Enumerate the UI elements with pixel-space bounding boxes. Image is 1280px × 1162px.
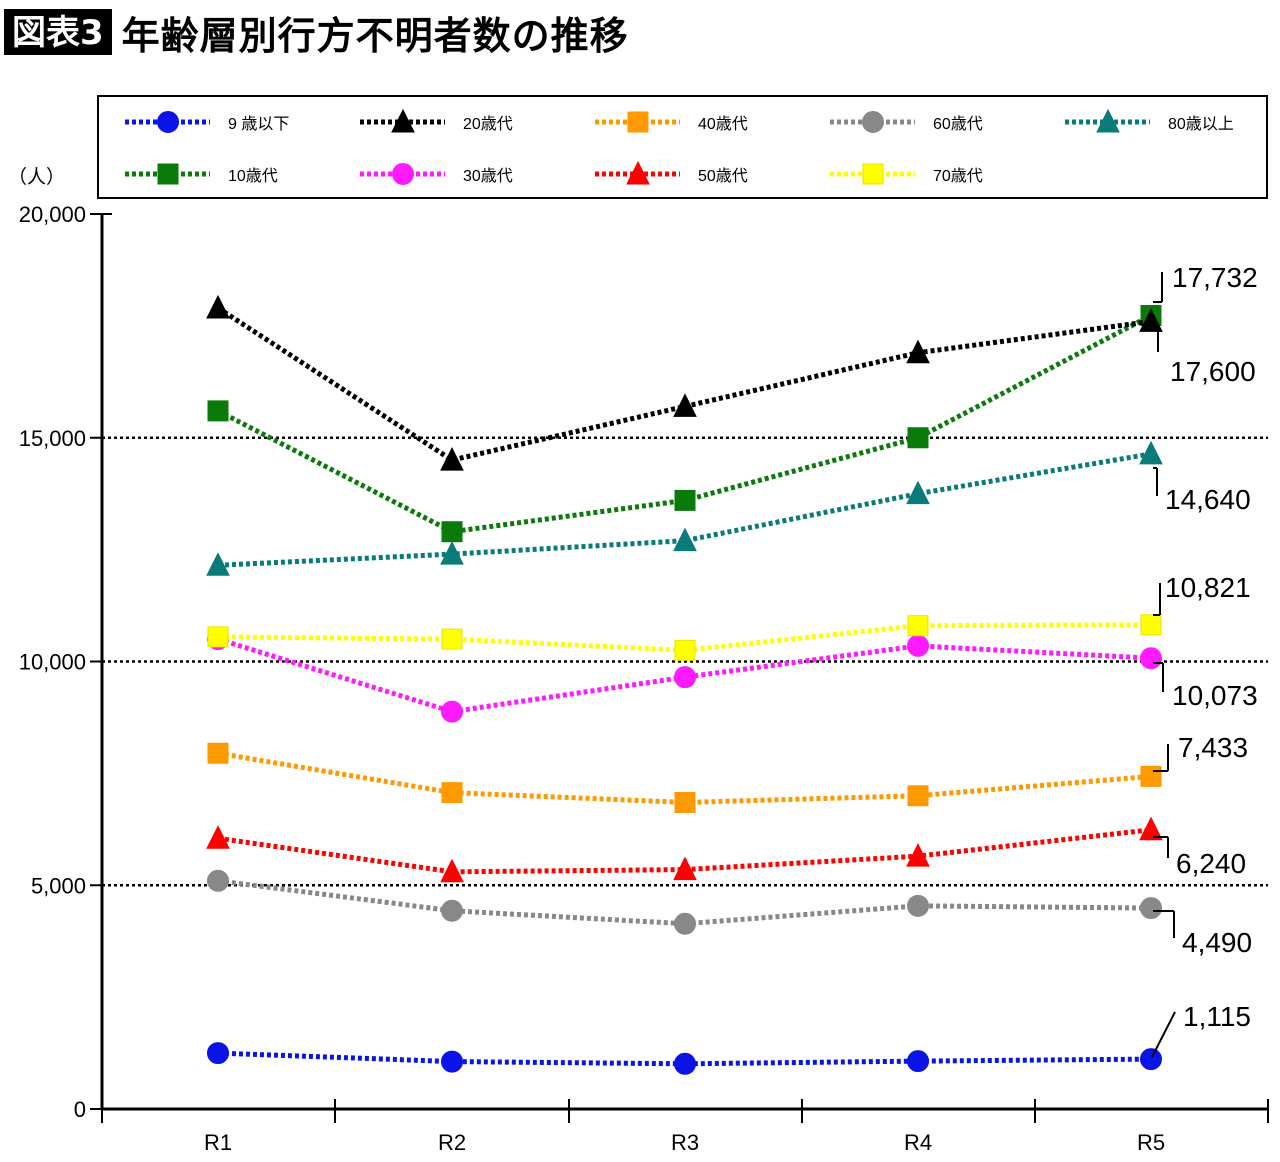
- data-point-70s-R2: [441, 628, 463, 650]
- series-line-30s: [217, 636, 1152, 715]
- data-label-0-9: 1,115: [1183, 1001, 1251, 1032]
- data-point-40s-R1: [207, 742, 229, 764]
- legend-box: [97, 95, 1268, 199]
- data-point-40s-R2: [441, 782, 463, 804]
- data-point-10s-R2: [441, 521, 463, 543]
- data-label-40s: 7,433: [1178, 732, 1248, 763]
- data-point-60s-R5: [1140, 897, 1162, 920]
- data-point-50s-R3: [673, 856, 697, 881]
- data-point-60s-R2: [441, 899, 463, 922]
- data-point-50s-R1: [206, 825, 230, 849]
- data-point-30s-R3: [674, 666, 696, 689]
- x-tick-label-R5: R5: [1137, 1130, 1165, 1155]
- y-tick-label: 0: [74, 1097, 86, 1122]
- data-point-0-9-R1: [207, 1042, 229, 1065]
- legend-label-40s: 40歳代: [698, 115, 748, 133]
- data-label-70s: 10,821: [1165, 572, 1251, 603]
- data-point-20s-R4: [906, 339, 930, 364]
- series-line-70s: [217, 622, 1152, 653]
- legend-label-60s: 60歳代: [933, 115, 983, 133]
- data-point-20s-R3: [673, 393, 697, 417]
- data-point-0-9-R2: [441, 1050, 463, 1073]
- legend-marker-30s: [392, 163, 414, 185]
- data-point-70s-R5: [1140, 614, 1162, 636]
- data-point-10s-R4: [907, 427, 929, 449]
- data-point-80+-R4: [906, 480, 930, 505]
- legend-marker-40s: [627, 111, 649, 133]
- y-tick-label: 5,000: [31, 873, 86, 898]
- data-point-10s-R3: [674, 489, 696, 511]
- legend-label-50s: 50歳代: [698, 167, 748, 185]
- figure-title-block: 図表3 年齢層別行方不明者数の推移: [4, 6, 629, 58]
- data-label-30s: 10,073: [1172, 680, 1258, 711]
- data-point-40s-R5: [1140, 765, 1162, 787]
- y-tick-label: 15,000: [19, 426, 86, 451]
- data-point-50s-R4: [906, 843, 930, 867]
- data-point-0-9-R3: [674, 1052, 696, 1075]
- series-line-80+: [217, 451, 1152, 568]
- data-label-20s: 17,600: [1170, 356, 1256, 387]
- data-point-0-9-R4: [907, 1050, 929, 1073]
- data-point-50s-R2: [440, 858, 464, 883]
- leader-line-0-9: [1151, 1011, 1176, 1058]
- data-label-60s: 4,490: [1182, 927, 1252, 958]
- data-point-70s-R1: [207, 626, 229, 648]
- y-axis-unit-label: （人）: [8, 166, 66, 188]
- data-point-20s-R2: [440, 447, 464, 471]
- series-line-0-9: [217, 1050, 1152, 1067]
- figure-title: 年齢層別行方不明者数の推移: [121, 13, 629, 58]
- legend-marker-0-9: [157, 111, 179, 133]
- data-point-30s-R2: [441, 700, 463, 723]
- legend-marker-20s: [391, 108, 415, 133]
- data-point-30s-R4: [907, 634, 929, 657]
- data-point-40s-R4: [907, 785, 929, 807]
- legend-label-0-9: 9 歳以下: [228, 115, 289, 133]
- data-point-20s-R5: [1139, 308, 1163, 332]
- y-tick-label: 10,000: [19, 650, 86, 675]
- data-point-10s-R1: [207, 400, 229, 422]
- data-point-50s-R5: [1139, 816, 1163, 841]
- legend-marker-50s: [626, 160, 650, 185]
- data-point-80+-R1: [206, 552, 230, 576]
- x-tick-label-R2: R2: [438, 1130, 466, 1155]
- data-point-70s-R4: [907, 615, 929, 637]
- data-point-80+-R2: [440, 541, 464, 565]
- data-point-80+-R5: [1139, 440, 1163, 465]
- data-point-30s-R5: [1140, 647, 1162, 670]
- data-point-40s-R3: [674, 791, 696, 813]
- x-tick-label-R1: R1: [204, 1130, 232, 1155]
- data-point-60s-R1: [207, 869, 229, 892]
- legend-marker-70s: [862, 163, 884, 185]
- data-point-60s-R4: [907, 894, 929, 917]
- data-label-10s: 17,732: [1172, 262, 1258, 293]
- data-point-80+-R3: [673, 527, 697, 552]
- data-label-50s: 6,240: [1176, 848, 1246, 879]
- legend-label-30s: 30歳代: [463, 167, 513, 185]
- x-tick-label-R4: R4: [904, 1130, 932, 1155]
- data-point-70s-R3: [674, 639, 696, 661]
- legend-marker-60s: [862, 111, 884, 133]
- data-point-20s-R1: [206, 294, 230, 319]
- y-tick-label: 20,000: [19, 202, 86, 227]
- legend-marker-80+: [1096, 108, 1120, 133]
- data-label-80+: 14,640: [1165, 484, 1251, 515]
- figure-badge: 図表3: [4, 9, 112, 55]
- legend-label-20s: 20歳代: [463, 115, 513, 133]
- x-tick-label-R3: R3: [671, 1130, 699, 1155]
- legend-label-80+: 80歳以上: [1168, 115, 1234, 133]
- legend-marker-10s: [157, 163, 179, 185]
- legend-label-70s: 70歳代: [933, 167, 983, 185]
- legend-label-10s: 10歳代: [228, 167, 278, 185]
- data-point-0-9-R5: [1140, 1048, 1162, 1071]
- data-point-60s-R3: [674, 912, 696, 935]
